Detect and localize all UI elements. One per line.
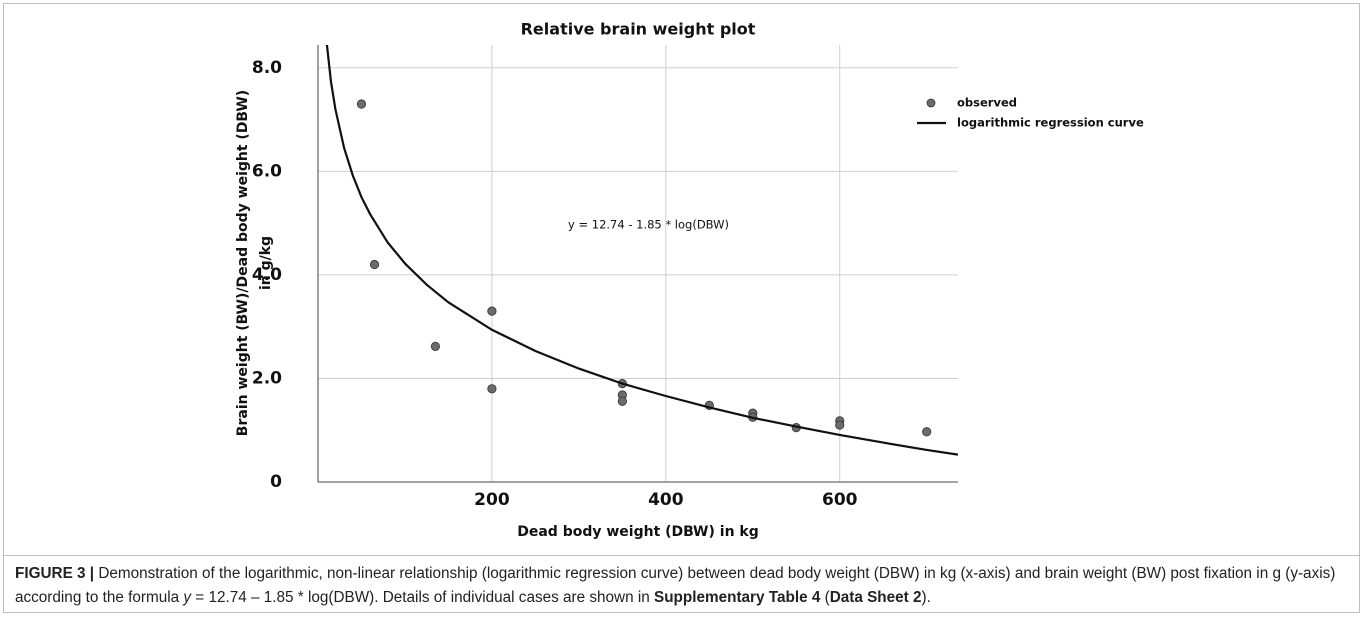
separator — [3, 555, 1360, 556]
x-tick-label: 200 — [474, 490, 510, 510]
regression-curve — [325, 45, 958, 456]
y-tick-label: 4.0 — [252, 265, 282, 285]
caption-text: ). — [921, 589, 931, 606]
x-axis-label: Dead body weight (DBW) in kg — [517, 524, 759, 540]
caption-text: = 12.74 – 1.85 * log(DBW). Details of in… — [191, 589, 654, 606]
figure-frame — [3, 3, 1360, 613]
y-tick-label: 6.0 — [252, 161, 282, 181]
caption-text: FIGURE 3 | — [15, 565, 95, 582]
caption: FIGURE 3 | Demonstration of the logarith… — [15, 562, 1355, 610]
data-point — [356, 99, 367, 109]
data-point — [835, 420, 845, 430]
chart-title: Relative brain weight plot — [521, 20, 756, 39]
x-tick-label: 600 — [822, 490, 858, 510]
legend-label: logarithmic regression curve — [957, 116, 1144, 130]
x-tick-label: 400 — [648, 490, 684, 510]
y-axis-label: in g/kg — [258, 236, 274, 290]
y-tick-label: 2.0 — [252, 368, 282, 388]
data-point — [369, 259, 380, 270]
caption-text: Data Sheet 2 — [829, 589, 922, 606]
data-point — [430, 341, 440, 351]
y-tick-label: 8.0 — [252, 58, 282, 78]
annotation: y = 12.74 - 1.85 * log(DBW) — [568, 218, 729, 232]
data-point — [922, 427, 932, 437]
legend-marker — [926, 98, 936, 108]
data-point — [487, 306, 497, 316]
y-tick-label: 0 — [270, 472, 282, 492]
data-point — [487, 384, 497, 394]
y-axis-label: Brain weight (BW)/Dead body weight (DBW) — [235, 90, 251, 436]
caption-text: ( — [820, 589, 830, 606]
caption-text: y — [183, 589, 192, 606]
legend-label: observed — [957, 96, 1017, 110]
caption-text: Supplementary Table 4 — [654, 589, 821, 606]
caption-text: Demonstration of the logarithmic, non-li… — [15, 565, 1336, 606]
chart: Relative brain weight plot Dead body wei… — [235, 20, 1144, 541]
data-point — [617, 396, 627, 406]
